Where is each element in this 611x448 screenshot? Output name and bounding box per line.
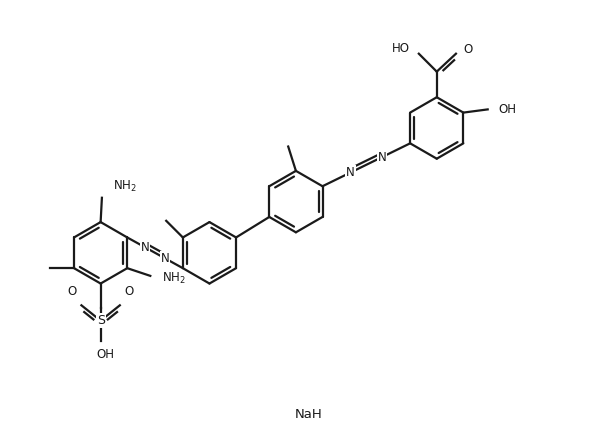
Text: OH: OH <box>498 103 516 116</box>
Text: HO: HO <box>392 42 410 55</box>
Text: O: O <box>464 43 473 56</box>
Text: NaH: NaH <box>295 408 323 421</box>
Text: N: N <box>346 166 355 179</box>
Text: S: S <box>97 314 104 327</box>
Text: NH$_2$: NH$_2$ <box>162 271 186 286</box>
Text: O: O <box>68 284 77 297</box>
Text: N: N <box>141 241 150 254</box>
Text: N: N <box>378 151 387 164</box>
Text: N: N <box>161 252 169 265</box>
Text: NH$_2$: NH$_2$ <box>114 179 137 194</box>
Text: OH: OH <box>97 348 115 361</box>
Text: O: O <box>124 284 133 297</box>
